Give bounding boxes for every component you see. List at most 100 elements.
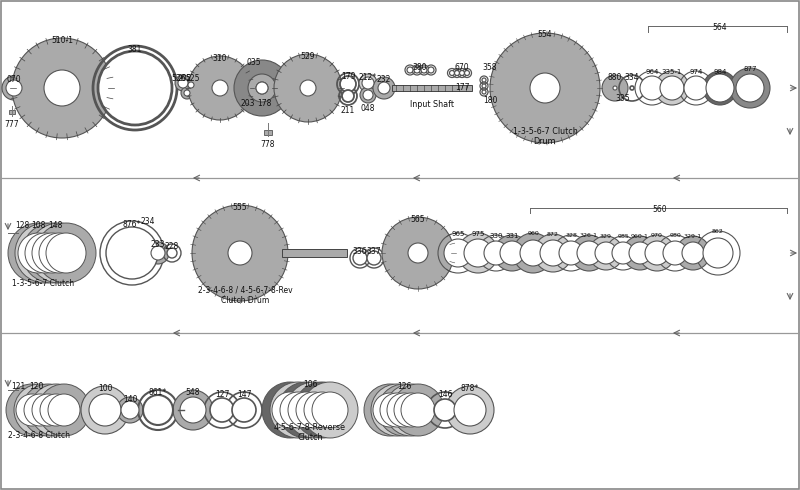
Circle shape: [210, 398, 234, 422]
Circle shape: [623, 236, 657, 270]
Circle shape: [36, 223, 96, 283]
Text: 148: 148: [48, 221, 62, 230]
Text: 778: 778: [261, 140, 275, 149]
Text: 862: 862: [712, 229, 724, 234]
Text: 564: 564: [713, 23, 727, 32]
Text: 4-5-6-7-8-Reverse
Clutch: 4-5-6-7-8-Reverse Clutch: [274, 422, 346, 442]
Text: 140: 140: [122, 395, 138, 404]
Circle shape: [464, 239, 492, 267]
Circle shape: [22, 384, 74, 436]
Circle shape: [378, 82, 390, 94]
Circle shape: [454, 71, 459, 75]
Text: 329: 329: [600, 234, 612, 239]
Circle shape: [387, 393, 421, 427]
Text: Input Shaft: Input Shaft: [410, 100, 454, 109]
Text: 525: 525: [186, 74, 200, 83]
Text: 212*: 212*: [359, 73, 377, 82]
Circle shape: [394, 393, 428, 427]
Text: 128: 128: [15, 221, 29, 230]
Circle shape: [185, 79, 197, 91]
Circle shape: [629, 242, 651, 264]
Circle shape: [296, 392, 332, 428]
Text: 328: 328: [565, 233, 577, 238]
Text: 330: 330: [490, 233, 502, 239]
Text: 974: 974: [690, 69, 702, 75]
Circle shape: [234, 60, 290, 116]
Circle shape: [294, 382, 350, 438]
Text: 180: 180: [483, 96, 497, 105]
Circle shape: [359, 74, 377, 92]
Circle shape: [24, 394, 56, 426]
Circle shape: [18, 233, 58, 273]
Circle shape: [482, 78, 486, 82]
Text: 234: 234: [141, 217, 155, 226]
Circle shape: [46, 233, 86, 273]
Circle shape: [421, 67, 427, 73]
Circle shape: [367, 251, 381, 265]
Text: 329-1: 329-1: [684, 234, 702, 239]
Circle shape: [630, 86, 634, 90]
Text: 565: 565: [410, 215, 426, 224]
Circle shape: [706, 74, 734, 102]
Circle shape: [703, 238, 733, 268]
Circle shape: [48, 394, 80, 426]
Circle shape: [385, 384, 437, 436]
Text: 878*: 878*: [461, 384, 479, 393]
Text: 335: 335: [616, 94, 630, 103]
Circle shape: [559, 241, 583, 265]
Circle shape: [16, 394, 48, 426]
Text: 100: 100: [98, 384, 112, 393]
Circle shape: [684, 76, 708, 100]
Circle shape: [392, 384, 444, 436]
Circle shape: [639, 235, 675, 271]
Text: 381: 381: [128, 45, 142, 54]
Text: 872: 872: [547, 232, 559, 237]
Text: 108: 108: [31, 221, 45, 230]
Circle shape: [232, 398, 256, 422]
Circle shape: [362, 77, 374, 89]
Circle shape: [89, 394, 121, 426]
Circle shape: [121, 401, 139, 419]
Circle shape: [270, 382, 326, 438]
Text: 970: 970: [651, 233, 663, 238]
Circle shape: [39, 233, 79, 273]
Circle shape: [2, 76, 26, 100]
Circle shape: [44, 70, 80, 106]
Circle shape: [304, 392, 340, 428]
Text: 555: 555: [233, 203, 247, 212]
Text: 985: 985: [617, 234, 629, 239]
Text: 2-3-4-6-8 Clutch: 2-3-4-6-8 Clutch: [8, 431, 70, 440]
Circle shape: [482, 84, 486, 88]
Circle shape: [371, 384, 423, 436]
Circle shape: [360, 87, 376, 103]
Circle shape: [29, 223, 89, 283]
Text: 233: 233: [150, 240, 166, 249]
Text: 048: 048: [361, 104, 375, 113]
Circle shape: [278, 382, 334, 438]
Text: 980: 980: [669, 233, 681, 238]
Circle shape: [414, 67, 420, 73]
Text: 326-1: 326-1: [580, 233, 598, 238]
Circle shape: [373, 393, 407, 427]
Circle shape: [228, 241, 252, 265]
Text: 877: 877: [743, 66, 757, 72]
Circle shape: [151, 246, 165, 260]
Text: 510-1: 510-1: [51, 36, 73, 45]
Text: 336: 336: [353, 247, 367, 256]
Text: 126: 126: [397, 382, 411, 391]
Circle shape: [577, 241, 601, 265]
Circle shape: [6, 384, 58, 436]
Circle shape: [188, 82, 194, 88]
Circle shape: [14, 384, 66, 436]
Circle shape: [428, 67, 434, 73]
Circle shape: [280, 392, 316, 428]
Circle shape: [459, 71, 465, 75]
Text: 035: 035: [246, 58, 262, 67]
Circle shape: [484, 241, 508, 265]
Circle shape: [408, 243, 428, 263]
Circle shape: [256, 82, 268, 94]
Text: 358: 358: [482, 63, 498, 72]
Text: 331: 331: [506, 233, 518, 239]
Text: 670: 670: [454, 63, 470, 72]
Circle shape: [380, 393, 414, 427]
